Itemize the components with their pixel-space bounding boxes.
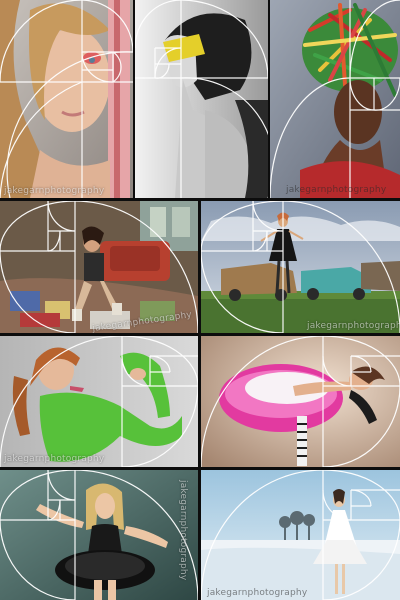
photo-blonde-black-tutu: jakegarnphotography: [0, 470, 198, 600]
watermark-name: jakegarn: [4, 186, 45, 196]
photo-woman-white-dress-snow-field: jakegarnphotography: [201, 470, 400, 600]
watermark: jakegarnphotography: [178, 480, 188, 580]
watermark-name: jakegarn: [207, 588, 248, 598]
photo-art: [135, 0, 268, 198]
photo-woman-in-field-with-old-cars: jakegarnphotography: [201, 201, 400, 333]
watermark: jakegarnphotography: [286, 185, 386, 195]
photo-dancer-pink-tutu: [201, 336, 400, 467]
photo-art: [201, 336, 400, 467]
watermark-suffix: photography: [44, 186, 105, 196]
watermark-name: jakegarn: [4, 454, 45, 464]
watermark: jakegarnphotography: [207, 588, 307, 598]
watermark-name: jakegarn: [286, 185, 327, 195]
photo-art: [201, 201, 400, 333]
photo-portrait-colorful-sticks-headdress: jakegarnphotography: [270, 0, 400, 198]
watermark-name: jakegarn: [307, 321, 348, 331]
watermark-suffix: photography: [44, 454, 105, 464]
watermark-suffix: photography: [247, 588, 308, 598]
photo-portrait-yellow-mask-profile: [135, 0, 268, 198]
watermark-suffix: photography: [178, 520, 188, 581]
photo-art: [0, 0, 133, 198]
watermark-suffix: photography: [347, 321, 400, 331]
watermark: jakegarnphotography: [4, 454, 104, 464]
photo-portrait-hair-over-eye: jakegarnphotography: [0, 0, 133, 198]
watermark: jakegarnphotography: [4, 186, 104, 196]
photo-art: [0, 336, 198, 467]
photo-woman-seated-in-cluttered-van: jakegarnphotography: [0, 201, 198, 333]
photo-art: [0, 470, 198, 600]
watermark: jakegarnphotography: [307, 321, 400, 331]
photo-art: [201, 470, 400, 600]
photo-woman-green-sleeves-pose: jakegarnphotography: [0, 336, 198, 467]
watermark-suffix: photography: [326, 185, 387, 195]
photo-art: [270, 0, 400, 198]
watermark-name: jakegarn: [178, 480, 188, 521]
